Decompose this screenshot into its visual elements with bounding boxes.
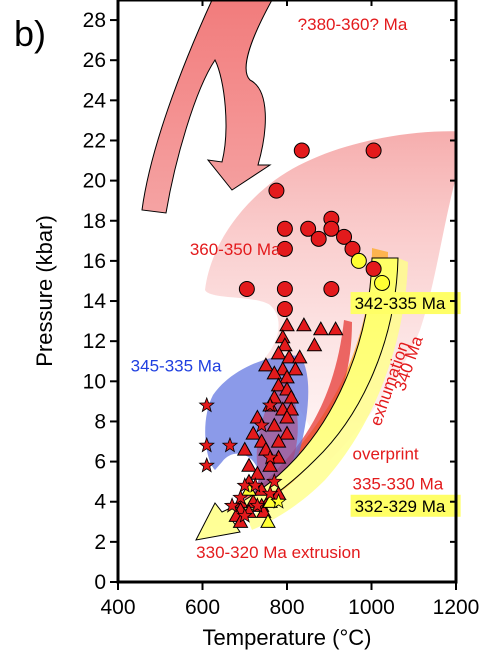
triangle-marker (277, 337, 293, 352)
star-marker (221, 436, 239, 453)
circle-marker (276, 280, 293, 297)
triangle-marker (266, 417, 283, 432)
y-tick-label: 16 (83, 250, 106, 273)
triangle-marker (260, 513, 276, 528)
annotation-label: 360-350 Ma (190, 240, 281, 259)
triangle-marker (262, 457, 278, 472)
star-marker (249, 497, 266, 513)
y-tick-label: 18 (83, 210, 106, 233)
y-tick-label: 2 (94, 531, 106, 554)
y-tick-label: 26 (83, 49, 106, 72)
y-tick-label: 8 (94, 410, 106, 433)
circle-marker (276, 240, 293, 257)
star-marker (223, 497, 241, 513)
y-tick-label: 20 (83, 170, 106, 193)
x-axis-label: Temperature (°C) (203, 625, 372, 650)
triangle-marker (281, 349, 297, 364)
y-tick-label: 4 (94, 491, 106, 514)
y-tick-label: 0 (94, 571, 106, 594)
circle-marker (365, 142, 382, 159)
y-tick-label: 22 (83, 129, 106, 152)
circle-marker (238, 280, 255, 297)
x-tick-label: 400 (100, 596, 135, 619)
early-burial-arrow (141, 0, 273, 214)
star-marker (261, 396, 279, 413)
triangle-marker (249, 465, 266, 480)
triangle-marker (287, 361, 304, 376)
star-marker (261, 448, 279, 465)
y-tick-label: 14 (83, 290, 107, 313)
x-tick-label: 600 (185, 596, 220, 619)
triangle-marker (279, 317, 295, 332)
triangle-marker (327, 321, 344, 336)
panel-label: b) (14, 13, 46, 54)
x-tick-label: 1000 (348, 596, 395, 619)
triangle-marker (296, 317, 312, 332)
triangle-marker (306, 337, 323, 352)
triangle-marker (266, 365, 283, 380)
triangle-marker (241, 457, 257, 472)
triangle-marker (270, 433, 287, 448)
x-tick-label: 800 (269, 596, 304, 619)
star-marker (270, 493, 287, 509)
star-marker (253, 416, 270, 433)
star-marker (236, 507, 253, 523)
star-marker (198, 456, 215, 473)
circle-marker (268, 182, 285, 199)
circle-marker (365, 260, 382, 277)
triangle-marker (291, 349, 308, 364)
triangle-marker (258, 357, 274, 372)
triangle-marker (279, 425, 295, 440)
axes: 400 600 800 1000 120002468101214161820222426… (83, 0, 480, 619)
boxed-label: 332-329 Ma (355, 497, 446, 516)
circle-marker (293, 142, 310, 159)
y-tick-label: 6 (94, 451, 106, 474)
boxed-label: 342-335 Ma (355, 294, 446, 313)
triangle-marker (312, 321, 329, 336)
circle-marker (310, 230, 327, 247)
data-markers (198, 142, 391, 528)
star-marker (266, 473, 283, 489)
circle-marker (374, 274, 391, 291)
circle-marker (276, 220, 293, 237)
star-marker (198, 436, 215, 453)
x-tick-label: 1200 (433, 596, 480, 619)
boxed-label-bg (350, 292, 461, 315)
circle-marker (350, 252, 367, 269)
star-marker (232, 489, 249, 505)
annotation-label: overprint (352, 445, 418, 464)
annotation-label: 330-320 Ma extrusion (196, 543, 360, 562)
star-marker (247, 477, 264, 493)
star-marker (198, 396, 215, 413)
pt-field-shapes (141, 0, 456, 541)
triangle-marker (279, 409, 295, 424)
y-tick-label: 10 (83, 370, 106, 393)
y-tick-label: 28 (83, 9, 106, 32)
exhumation-band-yellow (248, 258, 408, 530)
circle-marker (300, 220, 317, 237)
annotation-label: 335-330 Ma (352, 475, 443, 494)
y-tick-label: 12 (83, 330, 106, 353)
circle-marker (336, 228, 353, 245)
boxed-label-bg (350, 494, 461, 517)
star-marker (261, 485, 279, 501)
triangle-marker (270, 377, 287, 392)
y-axis-label: Pressure (kbar) (32, 215, 57, 367)
triangle-marker (245, 425, 262, 440)
triangle-marker (270, 345, 287, 360)
annotation-label: 345-335 Ma (131, 356, 222, 375)
annotation-label: ?380-360? Ma (298, 15, 408, 34)
circle-marker (276, 301, 293, 318)
y-tick-label: 24 (83, 89, 107, 112)
circle-marker (323, 220, 340, 237)
circle-marker (323, 280, 340, 297)
triangle-marker (236, 441, 253, 456)
